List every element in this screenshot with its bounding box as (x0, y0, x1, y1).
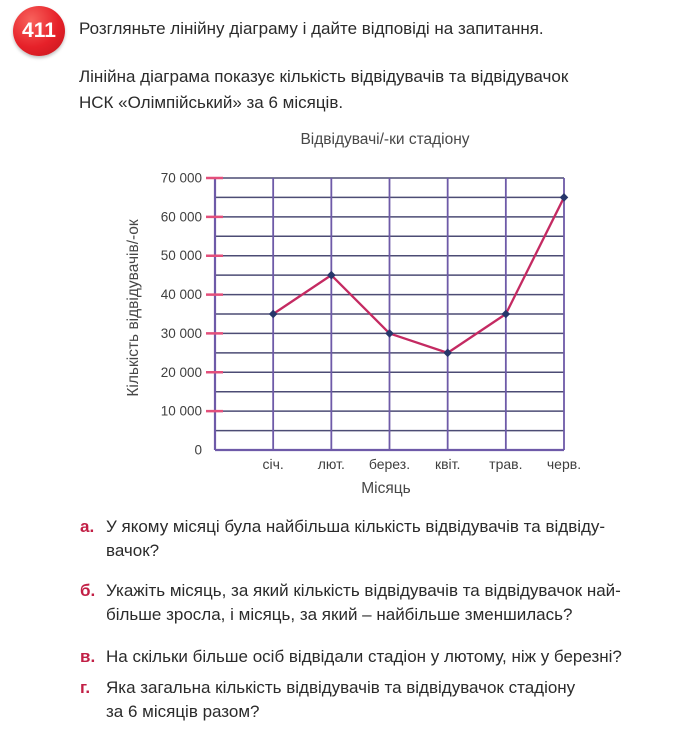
chart-axis-ticks (206, 176, 223, 413)
line-chart: 0 10 000 20 000 30 000 40 000 50 000 60 000 70 … (125, 171, 581, 498)
x-tick-label: січ. (263, 456, 284, 472)
question-a-letter: а. (80, 517, 95, 536)
question-a-text: У якому місяці була найбільша кількість … (106, 517, 606, 561)
question-v-letter: в. (80, 647, 96, 666)
chart-title: Відвідувачі/-ки стадіону (300, 131, 470, 148)
question-g-text: Яка загальна кількість відвідувачів та в… (106, 678, 576, 722)
question-b-letter: б. (80, 581, 96, 600)
x-axis-label: Місяць (361, 480, 410, 497)
chart-grid (213, 177, 565, 452)
exercise-instruction: Розгляньте лінійну діаграму і дайте відп… (79, 19, 544, 38)
question-v: в. На скільки більше осіб відвідали стад… (80, 645, 686, 669)
data-point-marker (443, 348, 452, 358)
data-line (272, 196, 566, 355)
y-tick-label: 30 000 (161, 326, 202, 341)
y-tick-label: 60 000 (161, 209, 202, 224)
x-tick-label: берез. (369, 456, 410, 472)
question-v-text: На скільки більше осіб відвідали стадіон… (106, 647, 622, 666)
question-g-letter: г. (80, 678, 91, 697)
question-g: г. Яка загальна кількість відвідувачів т… (80, 676, 686, 724)
data-point-marker (559, 193, 569, 202)
y-tick-label: 40 000 (161, 287, 202, 302)
exercise-number-badge: 411 (13, 6, 65, 56)
x-tick-label: лют. (318, 456, 345, 472)
y-tick-label: 20 000 (161, 365, 202, 380)
question-b-text: Укажіть місяць, за який кількість відвід… (106, 581, 621, 625)
question-b: б. Укажіть місяць, за який кількість від… (80, 579, 686, 627)
data-point-marker (385, 329, 394, 338)
y-axis-label: Кількість відвідувачів/-ок (125, 219, 142, 396)
data-point-marker (501, 309, 511, 319)
y-tick-label: 50 000 (161, 248, 202, 263)
y-tick-label: 70 000 (161, 171, 202, 186)
x-tick-label: черв. (547, 456, 581, 472)
y-tick-label: 10 000 (161, 404, 202, 419)
question-a: а. У якому місяці була найбільша кількіс… (80, 515, 686, 563)
x-tick-label: трав. (489, 456, 522, 472)
data-points (268, 193, 569, 358)
exercise-description: Лінійна діаграма показує кількість відві… (79, 67, 569, 112)
chart-tick-labels: 0 10 000 20 000 30 000 40 000 50 000 60 000 70 … (161, 171, 581, 473)
x-tick-label: квіт. (435, 456, 460, 472)
data-point-marker (268, 309, 278, 319)
y-tick-label: 0 (194, 443, 202, 458)
